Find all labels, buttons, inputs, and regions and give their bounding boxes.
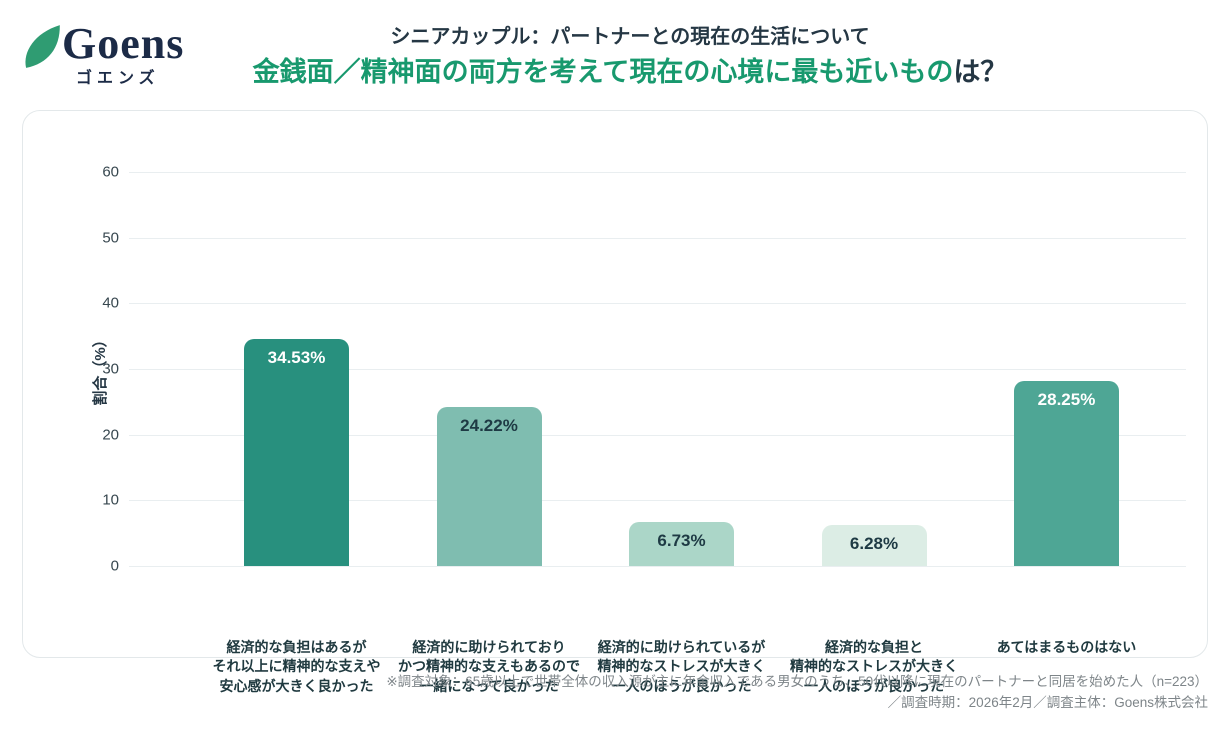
- category-label-5: あてはまるものはない: [962, 638, 1172, 657]
- category-label-line: 安心感が大きく良かった: [219, 677, 374, 694]
- subtitle-highlight: 金銭面／精神面の両方を考えて現在の心境に最も近いもの: [252, 57, 954, 87]
- category-label-line: 一緒になって良かった: [419, 677, 559, 694]
- y-tick-label-50: 50: [102, 229, 119, 247]
- chart-card: 割合（%） 0 10 20 30 40 50 60 34.53% 経済的な負担はあるが それ以上に…: [22, 110, 1208, 694]
- footnote-line-1: ※調査対象：65歳以上で世帯全体の収入源が主に年金収入である男女のうち、50代以…: [386, 674, 1208, 689]
- logo: Goens ゴエンズ: [14, 10, 194, 90]
- category-label-3: 経済的に助けられているが 精神的なストレスが大きく 一人のほうが良かった: [577, 638, 787, 696]
- page-subtitle: 金銭面／精神面の両方を考えて現在の心境に最も近いものは？: [200, 54, 1060, 90]
- bar-2: 24.22%: [436, 406, 542, 566]
- y-tick-label-0: 0: [110, 557, 119, 575]
- bar-3: 6.73%: [629, 521, 734, 566]
- category-label-line: 経済的に助けられているが: [597, 639, 766, 655]
- category-label-1: 経済的な負担はあるが それ以上に精神的な支えや 安心感が大きく良かった: [192, 638, 402, 696]
- gridline-60: [129, 172, 1186, 173]
- bar-value-label-3: 6.73%: [657, 530, 706, 550]
- gridline-20: [129, 434, 1186, 436]
- bar-value-label-1: 34.53%: [267, 348, 326, 368]
- category-label-line: 経済的な負担はあるが: [226, 639, 367, 655]
- y-tick-label-40: 40: [102, 294, 119, 312]
- category-label-line: あてはまるものはない: [996, 639, 1137, 655]
- y-tick-label-20: 20: [102, 426, 119, 444]
- bar-value-label-5: 28.25%: [1037, 389, 1096, 409]
- y-tick-label-60: 60: [102, 163, 119, 181]
- category-label-line: かつ精神的な支えもあるので: [398, 658, 580, 675]
- footnote-line-2: ／調査時期：2026年2月／調査主体：Goens株式会社: [887, 694, 1208, 710]
- bar-1: 34.53%: [244, 339, 349, 566]
- gridline-0: [129, 566, 1186, 567]
- category-label-line: 経済的な負担と: [825, 639, 923, 655]
- category-label-line: 一人のほうが良かった: [804, 677, 944, 694]
- category-label-line: 一人のほうが良かった: [611, 677, 752, 694]
- gridline-30: [129, 369, 1186, 370]
- category-label-line: それ以上に精神的な支えや: [212, 658, 381, 675]
- bar-5: 28.25%: [1014, 380, 1119, 566]
- header: シニアカップル：パートナーとの現在の生活について 金銭面／精神面の両方を考えて現…: [200, 22, 1060, 90]
- category-label-line: 経済的に助けられており: [412, 639, 566, 655]
- y-tick-label-30: 30: [102, 360, 119, 378]
- leaf-icon: [25, 25, 60, 68]
- logo-wordmark: Goens: [62, 19, 185, 68]
- gridline-10: [129, 500, 1186, 502]
- survey-footnote: ※調査対象：65歳以上で世帯全体の収入源が主に年金収入である男女のうち、50代以…: [248, 672, 1208, 714]
- subtitle-suffix: は？: [953, 57, 1008, 87]
- bar-chart: 割合（%） 0 10 20 30 40 50 60 34.53% 経済的な負担はあるが それ以上に…: [92, 164, 1186, 694]
- bar-value-label-4: 6.28%: [849, 533, 899, 553]
- gridline-40: [129, 303, 1186, 305]
- page-title: シニアカップル：パートナーとの現在の生活について: [390, 26, 870, 48]
- category-label-line: 精神的なストレスが大きく: [597, 658, 766, 675]
- category-label-2: 経済的に助けられており かつ精神的な支えもあるので 一緒になって良かった: [384, 638, 594, 696]
- logo-kana: ゴエンズ: [76, 70, 160, 87]
- bar-4: 6.28%: [821, 524, 927, 566]
- bar-value-label-2: 24.22%: [460, 415, 518, 435]
- gridline-50: [129, 237, 1186, 239]
- category-label-line: 精神的なストレスが大きく: [790, 658, 958, 675]
- category-label-4: 経済的な負担と精神的なストレスが大きく 一人のほうが良かった: [769, 638, 979, 696]
- y-tick-label-10: 10: [102, 491, 119, 509]
